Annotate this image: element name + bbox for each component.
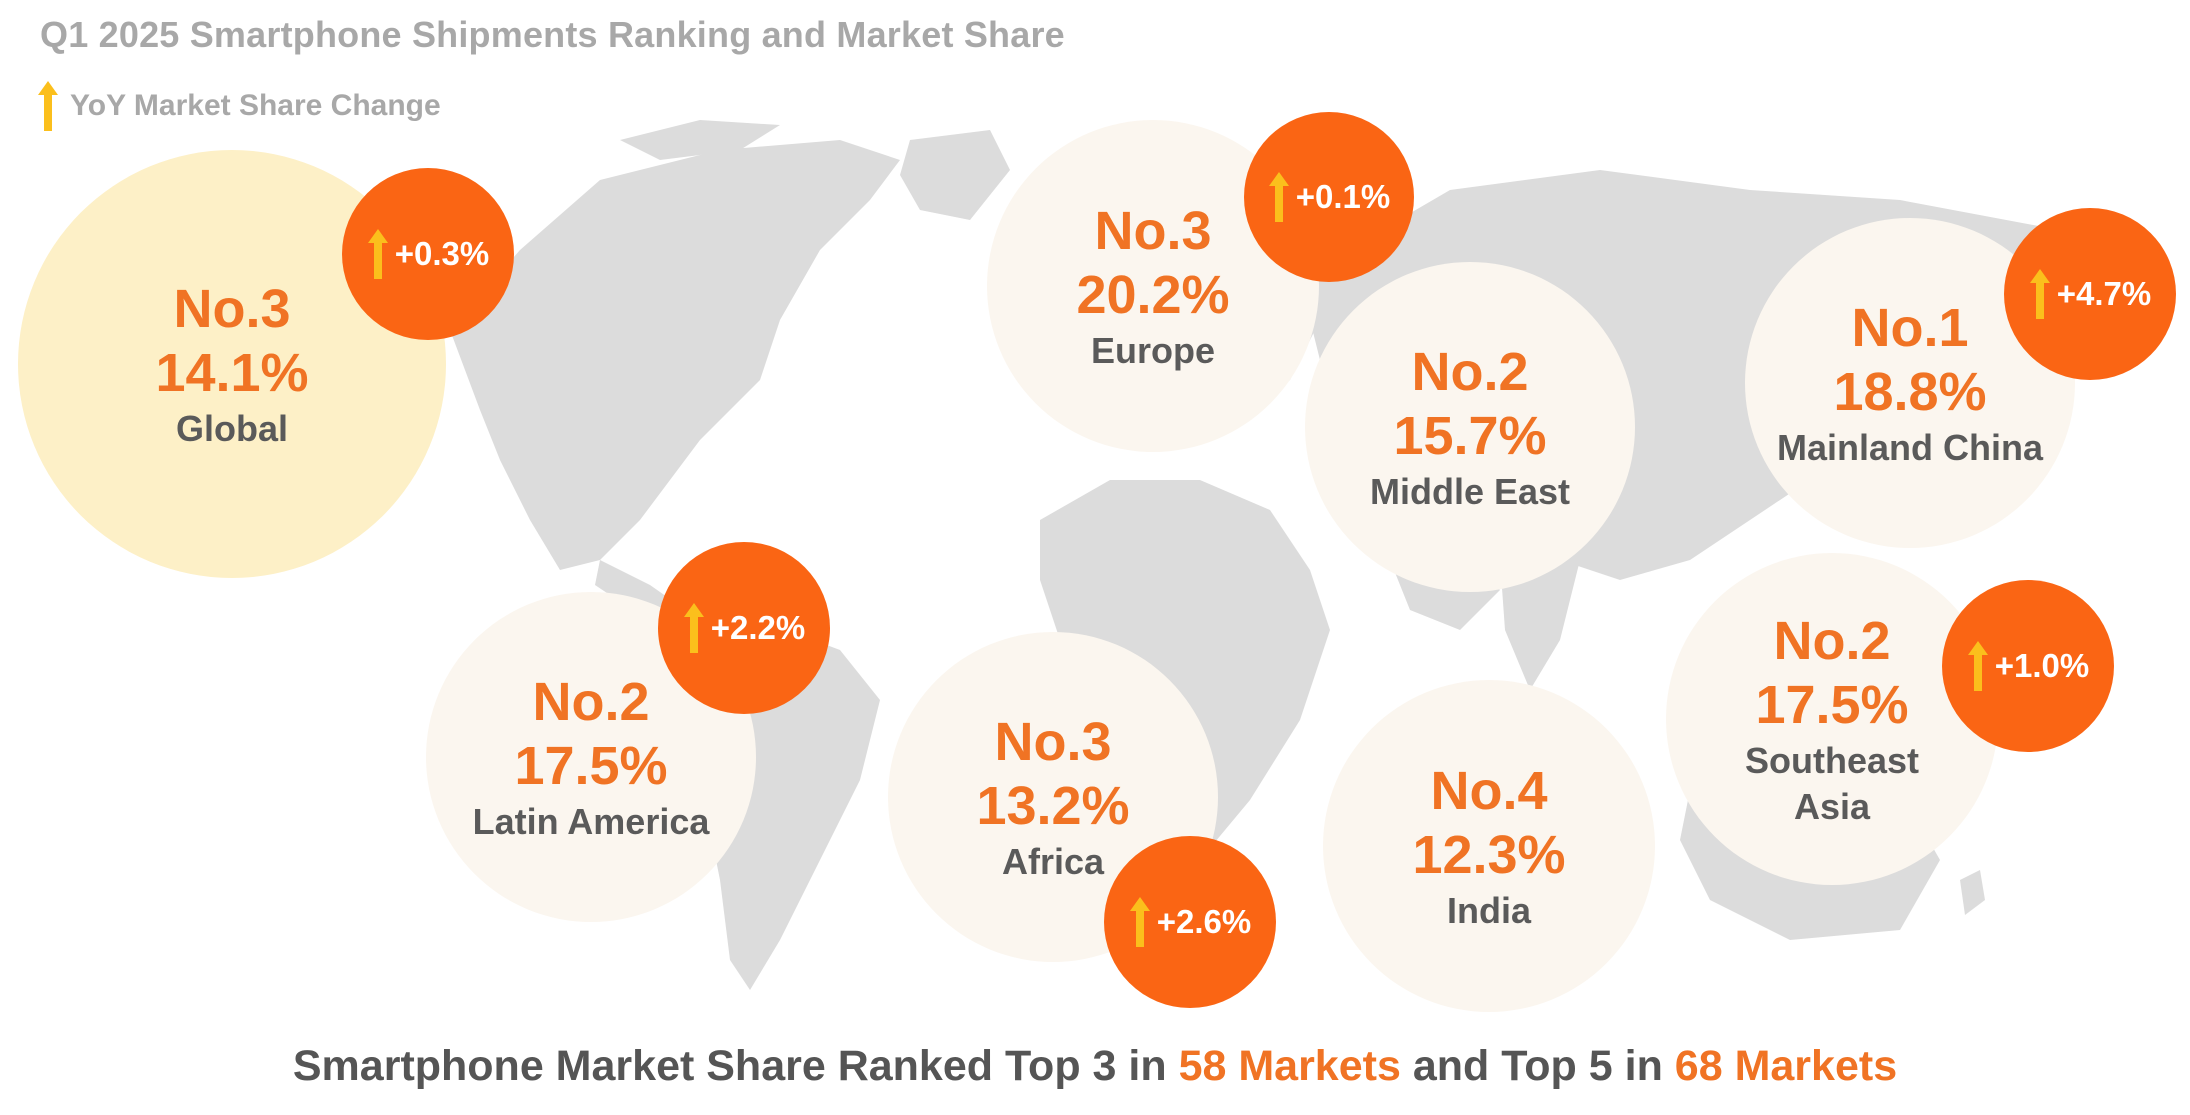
region-label: Europe — [1090, 330, 1215, 371]
rank-value: No.2 — [1773, 611, 1891, 671]
region-label: Latin America — [472, 801, 710, 842]
market-share-value: 17.5% — [514, 736, 668, 796]
yoy-change-value: +0.1% — [1295, 178, 1391, 215]
region-label: Global — [175, 408, 288, 449]
yoy-change-badge-europe: +0.1% — [1244, 112, 1414, 282]
market-share-value: 13.2% — [976, 776, 1130, 836]
footer-text: and Top 5 in — [1400, 1042, 1675, 1090]
market-share-value: 12.3% — [1412, 825, 1566, 885]
rank-value: No.2 — [532, 672, 650, 732]
region-bubble-southeast-asia: No.2 17.5% Southeast Asia — [1666, 553, 1998, 885]
footer-highlight-top3: 58 Markets — [1178, 1042, 1401, 1090]
footer-highlight-top5: 68 Markets — [1674, 1042, 1898, 1090]
yoy-change-value: +4.7% — [2056, 275, 2152, 312]
market-share-value: 14.1% — [155, 343, 309, 403]
region-bubble-middle-east: No.2 15.7% Middle East — [1305, 262, 1635, 592]
yoy-change-badge-africa: +2.6% — [1104, 836, 1276, 1008]
region-label-line-2: Asia — [1793, 786, 1871, 827]
up-arrow-icon — [1268, 172, 1289, 222]
legend: YoY Market Share Change — [38, 80, 441, 132]
yoy-change-badge-latin-america: +2.2% — [658, 542, 830, 714]
yoy-change-value: +0.3% — [394, 235, 490, 272]
market-share-value: 20.2% — [1076, 265, 1230, 325]
region-bubble-india: No.4 12.3% India — [1323, 680, 1655, 1012]
region-bubble-global: No.3 14.1% Global — [18, 150, 446, 578]
rank-value: No.3 — [994, 712, 1112, 772]
yoy-change-badge-global: +0.3% — [342, 168, 514, 340]
up-arrow-icon — [683, 603, 704, 653]
up-arrow-icon — [1967, 641, 1988, 691]
region-bubble-latin-america: No.2 17.5% Latin America — [426, 592, 756, 922]
yoy-change-value: +1.0% — [1994, 647, 2090, 684]
yoy-change-badge-mainland-china: +4.7% — [2004, 208, 2176, 380]
up-arrow-icon — [38, 81, 58, 131]
market-share-value: 15.7% — [1393, 406, 1547, 466]
footer-summary: Smartphone Market Share Ranked Top 3 in … — [0, 1042, 2190, 1091]
rank-value: No.2 — [1411, 342, 1529, 402]
rank-value: No.1 — [1851, 298, 1969, 358]
yoy-change-value: +2.6% — [1156, 903, 1252, 940]
yoy-change-value: +2.2% — [710, 609, 806, 646]
legend-label: YoY Market Share Change — [70, 89, 441, 122]
region-label: Africa — [1001, 841, 1105, 882]
rank-value: No.3 — [1094, 201, 1212, 261]
market-share-value: 17.5% — [1755, 675, 1909, 735]
region-label-line-1: Southeast — [1744, 740, 1920, 781]
region-label: Middle East — [1369, 471, 1571, 512]
yoy-change-badge-southeast-asia: +1.0% — [1942, 580, 2114, 752]
region-label: India — [1446, 890, 1531, 931]
region-label: Mainland China — [1776, 427, 2043, 468]
up-arrow-icon — [367, 229, 388, 279]
footer-text: Smartphone Market Share Ranked Top 3 in — [292, 1042, 1179, 1090]
region-bubble-mainland-china: No.1 18.8% Mainland China — [1745, 218, 2075, 548]
rank-value: No.4 — [1430, 761, 1548, 821]
rank-value: No.3 — [173, 279, 291, 339]
market-share-value: 18.8% — [1833, 362, 1987, 422]
up-arrow-icon — [1129, 897, 1150, 947]
up-arrow-icon — [2029, 269, 2050, 319]
page-title: Q1 2025 Smartphone Shipments Ranking and… — [40, 14, 1065, 55]
